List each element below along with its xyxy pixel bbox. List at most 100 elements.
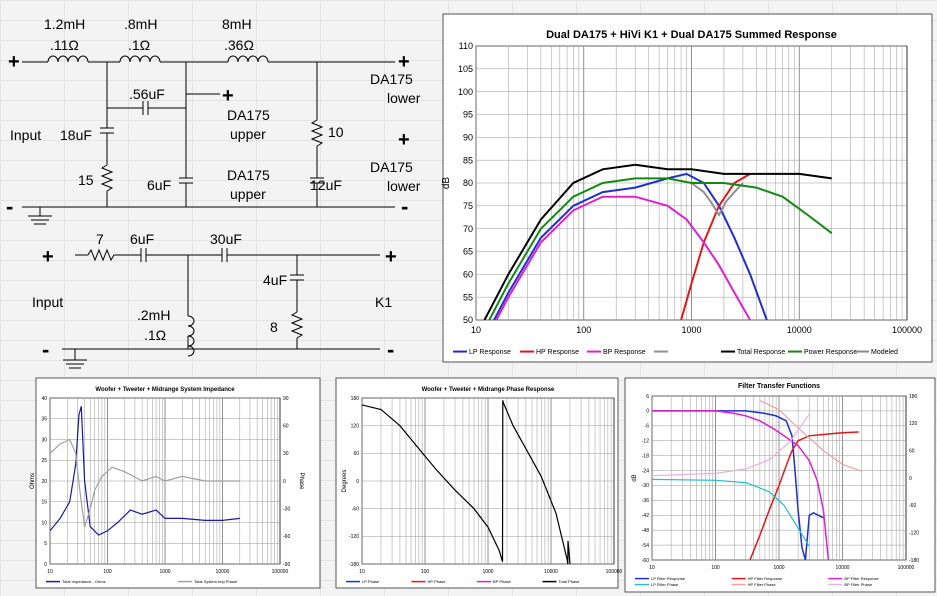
series-line-lp-filter-response <box>652 410 824 560</box>
x-tick-label: 100000 <box>272 569 289 575</box>
y2-tick-label: 120 <box>909 421 918 427</box>
legend-label: Total Response <box>737 349 785 356</box>
legend-label: LP Phase <box>362 579 380 584</box>
y-axis-label: Degrees <box>342 470 348 493</box>
y-tick-label: 40 <box>41 396 47 402</box>
legend-label: Power Response <box>804 349 857 356</box>
plus-sign-k1: + <box>385 246 397 268</box>
y-tick-label: -6 <box>645 424 650 430</box>
inductor-l2 <box>119 55 161 63</box>
y-tick-label: -120 <box>349 534 359 540</box>
l-value: .2mH <box>137 307 170 323</box>
y2-tick-label: 180 <box>909 394 918 400</box>
l1-value: 1.2mH <box>44 16 85 32</box>
y-axis-label: dB <box>441 177 452 190</box>
schematic-top-labels: + - 1.2mH .11Ω .8mH .1Ω 8mH .36Ω .56uF +… <box>6 16 421 219</box>
series-line-power-response <box>488 177 833 320</box>
chart-summed-response: 50 55 60 65 70 75 80 85 90 95 100 105 110 10 100 1000 10… <box>441 13 933 363</box>
y-tick-label: 110 <box>459 41 473 51</box>
x-tick-label: 100 <box>711 565 720 571</box>
series-line-total-response <box>483 163 832 320</box>
out-label-k1: K1 <box>375 294 392 310</box>
chart-title: Woofer + Tweeter + Midrange System Imped… <box>95 387 235 393</box>
y-tick-label: 95 <box>463 110 473 120</box>
y-tick-label: 50 <box>463 315 473 325</box>
x-tick-label: 10 <box>359 569 365 575</box>
chart-title: Filter Transfer Functions <box>738 383 820 390</box>
y2-tick-label: -60 <box>909 503 916 509</box>
y2-tick-label: -30 <box>283 506 290 512</box>
x-tick-label: 100 <box>576 325 591 335</box>
y2-axis-label: Phase <box>298 472 304 490</box>
y-tick-label: 6 <box>646 394 649 400</box>
minus-sign-k1: - <box>387 337 394 362</box>
y-tick-label: 105 <box>458 64 473 74</box>
y-tick-label: 55 <box>463 292 473 302</box>
y-tick-label: 0 <box>646 409 649 415</box>
schematic-midrange-woofer <box>22 55 395 225</box>
x-tick-label: 1000 <box>482 569 493 575</box>
y-tick-label: -18 <box>642 453 649 459</box>
y-tick-label: -36 <box>642 498 649 504</box>
y2-tick-label: -90 <box>283 562 290 568</box>
legend-label: Modeled <box>871 349 898 356</box>
legend-label: Total System Imp Phase <box>194 579 238 584</box>
legend-label: Total Phase <box>559 579 581 584</box>
r-series-value: 7 <box>96 231 104 247</box>
l-resistance: .1Ω <box>144 327 166 343</box>
y-tick-label: 85 <box>463 155 473 165</box>
y-tick-label: -54 <box>642 543 649 549</box>
series-line-total-system-imp-phase <box>50 438 240 528</box>
chart-filter-transfer: -60-54-48-42-36-30-24-18-12-606-180-120-… <box>624 377 936 593</box>
x-tick-label: 1000 <box>159 569 170 575</box>
x-tick-label: 10000 <box>787 325 812 335</box>
y-tick-label: 180 <box>351 396 360 402</box>
out2-line2: upper <box>230 186 266 202</box>
out3-line2: lower <box>387 90 421 106</box>
c-shunt-value: 4uF <box>263 272 287 288</box>
out3-line1: DA175 <box>370 71 413 87</box>
y-tick-label: 60 <box>463 269 473 279</box>
legend-label: BP Phase <box>493 579 511 584</box>
y2-tick-label: 90 <box>283 396 289 402</box>
x-tick-label: 100000 <box>892 325 922 335</box>
schematic-bottom-labels: + - 7 6uF 30uF 4uF 8 Input .2mH .1Ω K1 +… <box>32 231 397 362</box>
out4-line1: DA175 <box>370 159 413 175</box>
y-tick-label: -60 <box>642 558 649 564</box>
y2-tick-label: 60 <box>909 448 915 454</box>
y2-tick-label: -60 <box>283 534 290 540</box>
resistor-r8 <box>290 311 304 339</box>
schematic-tweeter <box>62 248 380 369</box>
minus-sign: - <box>6 194 13 219</box>
l3-value: 8mH <box>222 16 252 32</box>
y2-tick-label: 0 <box>909 476 912 482</box>
legend-label: HP Filter Response <box>748 576 783 581</box>
series-line-hp-filter-phase <box>759 400 862 472</box>
y-tick-label: 35 <box>41 417 47 423</box>
input-label-bottom: Input <box>32 294 63 310</box>
chart-title: Dual DA175 + HiVi K1 + Dual DA175 Summed… <box>546 29 837 41</box>
y-tick-label: -48 <box>642 528 649 534</box>
plus-sign-bottom: + <box>42 246 54 268</box>
l1-resistance: .11Ω <box>50 37 79 53</box>
r-shunt1-value: 15 <box>78 172 94 188</box>
y-tick-label: 5 <box>44 541 47 547</box>
inductor-l3 <box>227 55 269 63</box>
y2-tick-label: -120 <box>909 530 919 536</box>
y-tick-label: 10 <box>41 520 47 526</box>
c-series-value: .56uF <box>129 86 165 102</box>
minus-sign-out: - <box>401 194 408 219</box>
x-tick-label: 10000 <box>836 565 850 571</box>
y-tick-label: 90 <box>463 132 473 142</box>
inductor-l1 <box>47 55 89 63</box>
x-tick-label: 100 <box>421 569 430 575</box>
legend-label: HP Phase <box>428 579 447 584</box>
out1-line1: DA175 <box>227 107 270 123</box>
y-tick-label: -180 <box>349 562 359 568</box>
resistor-r7 <box>87 248 115 262</box>
x-tick-label: 10000 <box>216 569 230 575</box>
r-shunt-value: 8 <box>270 319 278 335</box>
x-tick-label: 10000 <box>544 569 558 575</box>
input-label: Input <box>10 127 41 143</box>
